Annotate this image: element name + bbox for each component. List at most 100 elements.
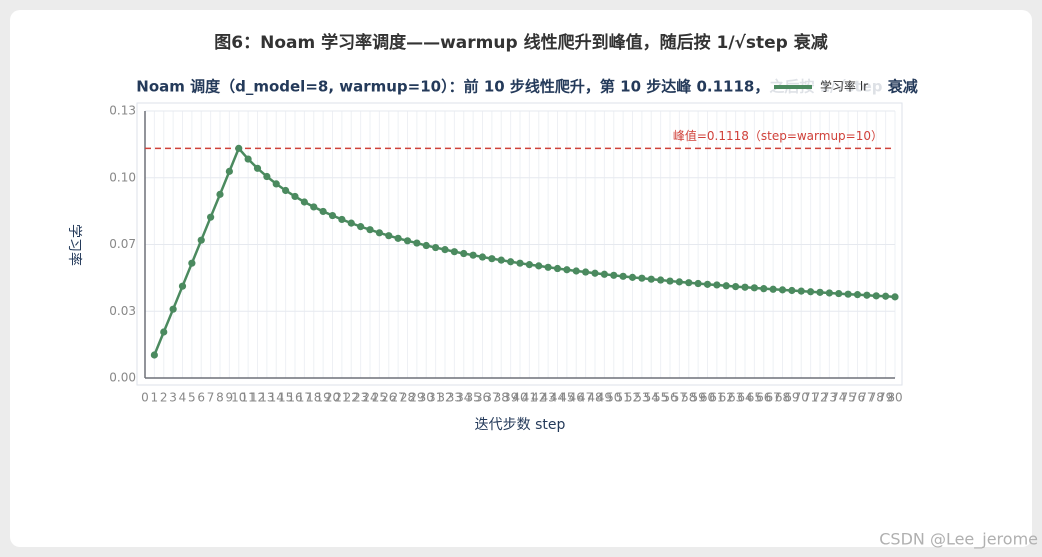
y-tick-label: 0.00 [109,371,136,385]
data-point [338,215,346,224]
x-tick-label: 7 [207,391,215,405]
data-point [235,144,243,152]
x-tick-label: 14 [269,391,284,405]
y-axis-label: 学习率 [66,224,83,266]
data-point [207,213,215,221]
x-tick-label: 26 [381,391,396,405]
x-tick-label: 65 [747,391,762,405]
x-tick-label: 73 [822,391,837,405]
y-tick-label: 0.10 [109,170,136,184]
data-point [375,229,383,237]
x-tick-label: 64 [737,391,752,405]
data-point [197,236,205,244]
x-tick-label: 69 [784,391,799,405]
x-tick-label: 76 [850,391,865,405]
x-tick-label: 41 [522,391,537,405]
x-tick-label: 56 [662,391,677,405]
data-point [394,234,402,242]
data-point [525,261,533,269]
x-tick-label: 24 [362,391,377,405]
data-point [582,268,590,276]
legend-label: 学习率 lr [820,79,868,94]
data-point [853,291,862,299]
data-point [713,281,721,289]
data-point [169,305,177,313]
data-point [441,246,449,254]
data-point [310,203,318,211]
data-point [413,239,421,247]
x-tick-label: 31 [428,391,443,405]
data-point [572,267,580,275]
x-tick-label: 79 [878,391,893,405]
data-point [778,286,787,294]
x-tick-label: 23 [353,391,368,405]
data-point [807,288,815,296]
x-tick-label: 66 [756,391,771,405]
chart-subtitle: Noam 调度（d_model=8, warmup=10）：前 10 步线性爬升… [136,78,917,96]
x-tick-label: 2 [160,391,168,405]
x-tick-label: 49 [597,391,612,405]
data-point [628,273,637,281]
data-point [291,192,299,201]
x-tick-label: 44 [550,391,565,405]
x-tick-label: 60 [700,391,715,405]
x-tick-label: 34 [456,391,471,405]
x-tick-label: 35 [465,391,480,405]
x-axis-label: 迭代步数 step [475,417,566,433]
x-tick-label: 38 [494,391,509,405]
x-tick-label: 32 [437,391,452,405]
x-tick-label: 10 [231,391,246,405]
x-tick-label: 8 [216,391,224,405]
data-point [835,289,843,298]
x-tick-label: 29 [409,391,424,405]
x-tick-label: 51 [615,391,630,405]
reference-label: 峰值=0.1118（step=warmup=10） [673,128,883,143]
data-point [722,282,730,290]
data-point [263,172,271,181]
data-point [600,270,608,278]
data-point [760,285,768,293]
x-tick-label: 6 [197,391,205,405]
x-tick-label: 43 [540,391,555,405]
x-tick-label: 18 [306,391,321,405]
data-point [150,351,158,359]
data-point [385,232,393,240]
x-tick-label: 77 [859,391,874,405]
x-tick-label: 3 [169,391,177,405]
data-point [703,280,712,288]
x-tick-label: 67 [765,391,780,405]
x-tick-label: 68 [775,391,790,405]
x-tick-label: 28 [400,391,415,405]
x-tick-label: 15 [278,391,293,405]
x-tick-label: 1 [151,391,159,405]
data-point [750,284,758,292]
x-tick-label: 55 [653,391,668,405]
y-tick-label: 0.03 [109,304,136,318]
x-tick-label: 25 [372,391,387,405]
x-tick-label: 37 [484,391,499,405]
data-point [403,237,412,245]
x-tick-label: 54 [644,391,659,405]
x-tick-label: 45 [559,391,574,405]
legend-bg [760,77,888,97]
data-point [450,248,458,256]
data-point [816,288,824,296]
x-tick-label: 47 [578,391,593,405]
data-point [225,167,233,175]
data-point [844,290,852,298]
x-tick-label: 39 [503,391,518,405]
data-point [563,266,571,274]
data-point [535,262,543,270]
x-tick-label: 42 [531,391,546,405]
data-point [553,264,562,273]
card [10,10,1032,547]
data-point [507,258,515,266]
data-point [619,272,627,280]
x-tick-label: 19 [315,391,330,405]
y-tick-label: 0.13 [109,104,136,118]
x-tick-label: 59 [690,391,705,405]
data-point [788,286,796,295]
x-tick-label: 22 [344,391,359,405]
x-tick-label: 4 [179,391,187,405]
data-point [497,256,505,264]
